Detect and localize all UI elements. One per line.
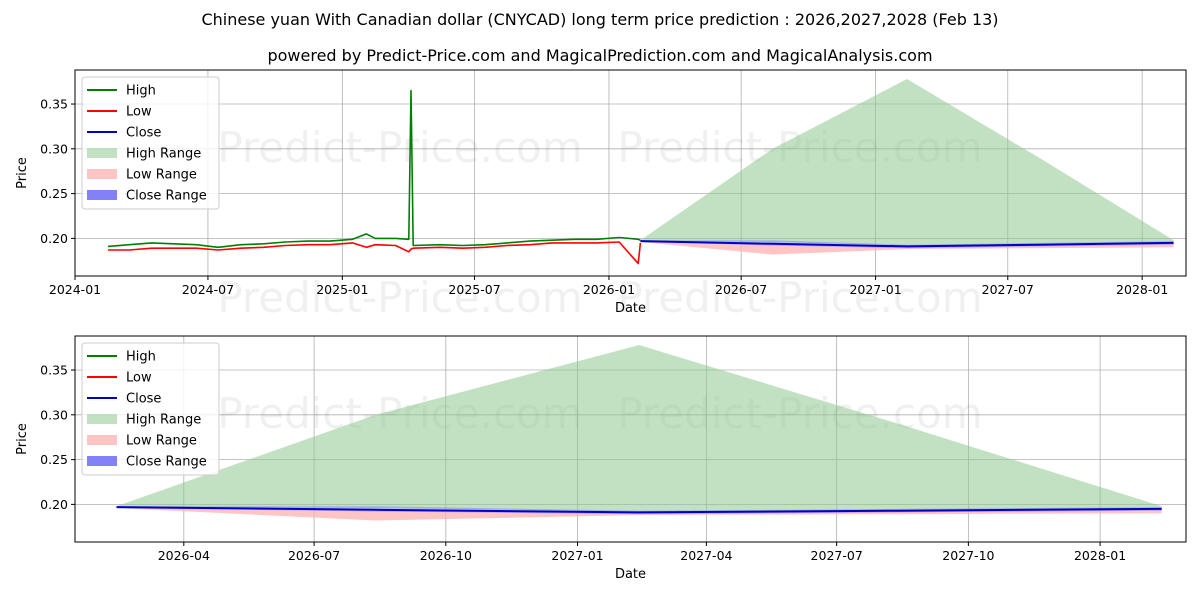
chart-subtitle: powered by Predict-Price.com and Magical… bbox=[267, 46, 933, 65]
bottom-x-tick-label: 2026-07 bbox=[288, 548, 340, 563]
top-x-tick-label: 2026-07 bbox=[715, 282, 767, 297]
bottom-legend: High Low Close High Range Low Range Close Ran… bbox=[81, 342, 220, 476]
bottom-y-tick-label: 0.35 bbox=[40, 363, 68, 378]
bottom-plot-area bbox=[116, 345, 1162, 521]
top-x-tick-label: 2025-01 bbox=[316, 282, 368, 297]
top-legend-label: Close Range bbox=[126, 189, 207, 204]
top-watermark: Predict-Price.com bbox=[217, 123, 582, 172]
top-y-tick-label: 0.35 bbox=[40, 97, 68, 112]
bottom-y-tick-label: 0.30 bbox=[40, 407, 68, 422]
bottom-legend-swatch bbox=[87, 435, 117, 445]
bottom-y-tick-label: 0.25 bbox=[40, 452, 68, 467]
bottom-x-axis-label: Date bbox=[615, 567, 646, 582]
top-legend-swatch bbox=[87, 169, 117, 179]
bottom-legend-label: Low bbox=[126, 371, 152, 386]
bottom-y-tick-label: 0.20 bbox=[40, 497, 68, 512]
bottom-x-tick-label: 2028-01 bbox=[1074, 548, 1126, 563]
top-x-tick-label: 2026-01 bbox=[583, 282, 635, 297]
top-legend: High Low Close High Range Low Range Close Ran… bbox=[81, 76, 220, 210]
bottom-legend-label: High bbox=[126, 350, 156, 365]
top-x-tick-label: 2024-01 bbox=[49, 282, 101, 297]
close-forecast-line bbox=[116, 506, 1162, 514]
bottom-legend-label: Close Range bbox=[126, 455, 207, 470]
close-range-band bbox=[640, 240, 1174, 249]
high-range-band bbox=[116, 345, 1162, 512]
bottom-y-axis-label: Price bbox=[15, 423, 30, 455]
close-range-band bbox=[116, 506, 1162, 515]
bottom-x-tick-label: 2027-04 bbox=[680, 548, 732, 563]
top-legend-label: High Range bbox=[126, 147, 201, 162]
bottom-x-tick-label: 2026-04 bbox=[158, 548, 210, 563]
top-x-axis-label: Date bbox=[615, 301, 646, 316]
top-y-axis-label: Price bbox=[15, 157, 30, 189]
high-series-line bbox=[107, 89, 641, 249]
low-range-band bbox=[640, 241, 1174, 255]
bottom-x-tick-label: 2027-07 bbox=[811, 548, 863, 563]
top-y-tick-label: 0.30 bbox=[40, 141, 68, 156]
top-y-tick-label: 0.25 bbox=[40, 186, 68, 201]
close-forecast-line bbox=[640, 240, 1174, 248]
bottom-x-tick-label: 2027-01 bbox=[551, 548, 603, 563]
top-x-tick-label: 2027-01 bbox=[849, 282, 901, 297]
bottom-legend-label: Low Range bbox=[126, 434, 197, 449]
high-range-band bbox=[640, 79, 1174, 246]
top-plot-area bbox=[107, 79, 1174, 265]
top-legend-swatch bbox=[87, 148, 117, 158]
top-legend-label: Close bbox=[126, 126, 161, 141]
top-watermark: Predict-Price.com bbox=[617, 273, 982, 322]
top-x-tick-label: 2024-07 bbox=[182, 282, 234, 297]
bottom-legend-label: Close bbox=[126, 392, 161, 407]
top-panel: Predict-Price.com Predict-Price.com Predic… bbox=[15, 69, 1187, 322]
bottom-frame bbox=[74, 335, 1187, 543]
top-frame bbox=[74, 69, 1187, 277]
chart-title: Chinese yuan With Canadian dollar (CNYCA… bbox=[201, 10, 999, 29]
bottom-panel: Predict-Price.comPredict-Price.com2026-0… bbox=[15, 335, 1187, 582]
top-x-tick-label: 2027-07 bbox=[982, 282, 1034, 297]
top-legend-label: Low bbox=[126, 105, 152, 120]
top-x-tick-label: 2028-01 bbox=[1116, 282, 1168, 297]
top-y-tick-label: 0.20 bbox=[40, 231, 68, 246]
bottom-x-tick-label: 2027-10 bbox=[942, 548, 994, 563]
bottom-legend-swatch bbox=[87, 456, 117, 466]
top-watermark: Predict-Price.com bbox=[217, 273, 582, 322]
top-x-tick-label: 2025-07 bbox=[448, 282, 500, 297]
bottom-legend-label: High Range bbox=[126, 413, 201, 428]
low-series-line bbox=[107, 241, 642, 265]
top-legend-swatch bbox=[87, 190, 117, 200]
bottom-legend-swatch bbox=[87, 414, 117, 424]
top-legend-label: Low Range bbox=[126, 168, 197, 183]
top-legend-label: High bbox=[126, 84, 156, 99]
bottom-x-tick-label: 2026-10 bbox=[420, 548, 472, 563]
low-range-band bbox=[116, 507, 1162, 521]
